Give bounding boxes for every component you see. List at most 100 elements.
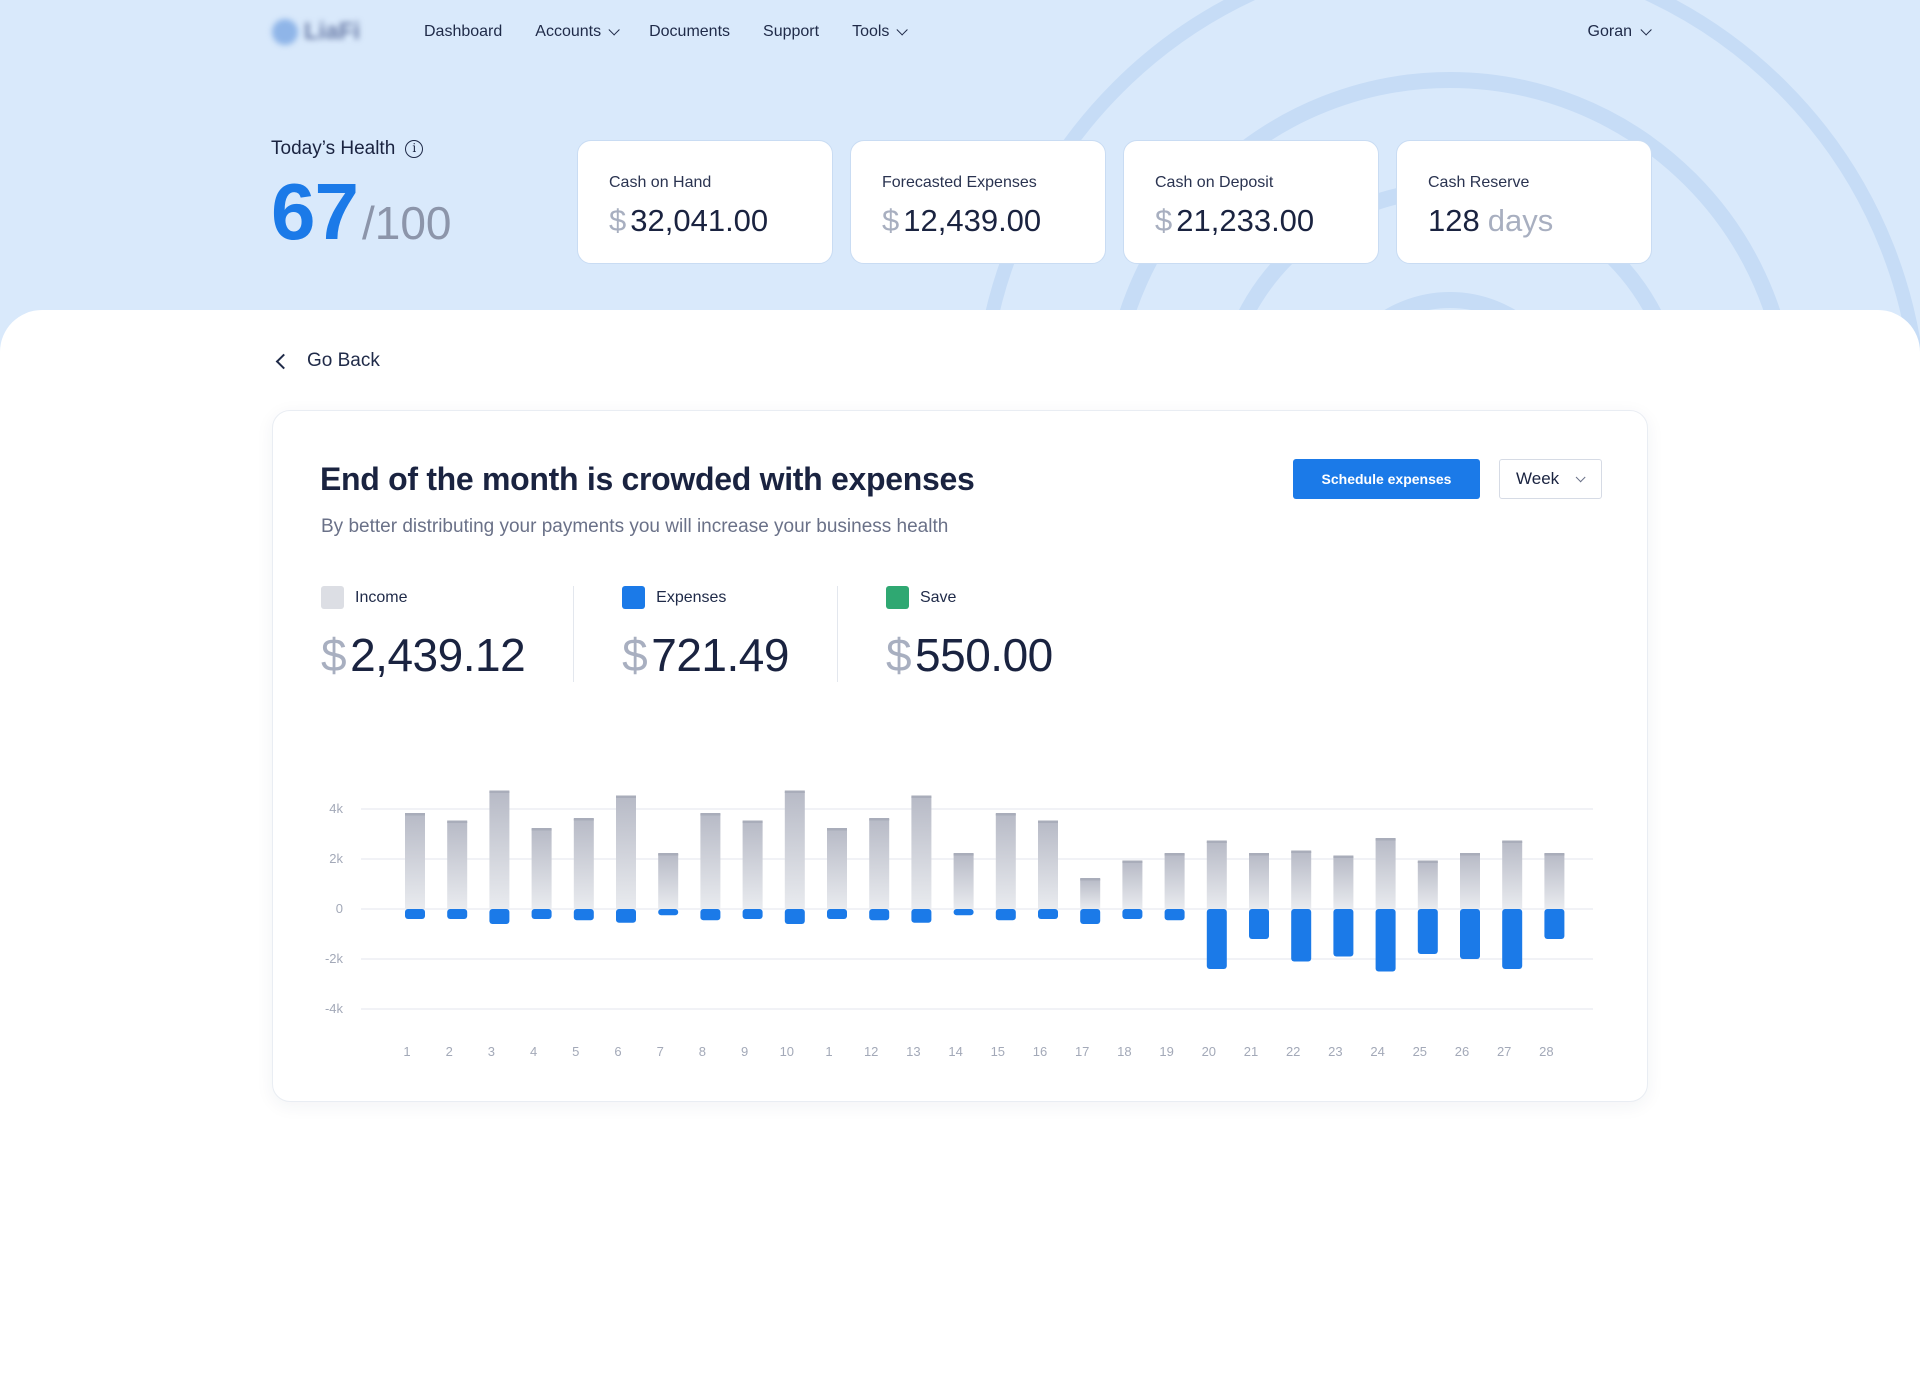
save-swatch [885, 586, 909, 609]
card-cash-on-deposit[interactable]: Cash on Deposit $21,233.00 [1123, 140, 1379, 264]
income-bar-cap [700, 813, 721, 816]
x-tick-label: 18 [1117, 1044, 1131, 1059]
x-tick-label: 25 [1413, 1044, 1427, 1059]
health-score-max: /100 [361, 197, 452, 249]
info-icon[interactable]: i [405, 140, 424, 158]
income-bar [784, 791, 805, 909]
income-bar-cap [658, 853, 679, 856]
expense-bar [827, 909, 847, 919]
nav-item-tools[interactable]: Tools [852, 23, 909, 41]
card-amount: 128 [1428, 203, 1480, 238]
x-tick-label: 16 [1033, 1044, 1047, 1059]
income-bar [1038, 821, 1058, 909]
chevron-down-icon [1575, 471, 1586, 482]
income-bar-cap [405, 813, 425, 816]
income-bar [1417, 861, 1438, 909]
income-bar [1333, 856, 1354, 909]
income-bar-cap [784, 790, 805, 793]
x-tick-label: 7 [657, 1044, 664, 1059]
expense-bar [1206, 909, 1227, 969]
income-bar [742, 821, 763, 909]
x-tick-label: 8 [699, 1044, 706, 1059]
card-label: Cash Reserve [1428, 174, 1530, 191]
income-bar [658, 854, 679, 909]
income-bar-cap [827, 828, 847, 831]
card-cash-reserve[interactable]: Cash Reserve 128 days [1396, 140, 1652, 264]
nav-item-dashboard[interactable]: Dashboard [424, 23, 502, 41]
nav-item-documents[interactable]: Documents [649, 23, 730, 41]
nav-item-label: Tools [852, 23, 890, 40]
currency-symbol: $ [622, 629, 648, 681]
income-bar-cap [447, 820, 468, 823]
expense-bar [1122, 909, 1143, 919]
income-bar-cap [1206, 840, 1227, 843]
stat-label-row: Income [321, 586, 525, 609]
x-tick-label: 20 [1202, 1044, 1216, 1059]
nav-item-accounts[interactable]: Accounts [535, 23, 620, 41]
x-tick-label: 12 [864, 1044, 878, 1059]
x-tick-label: 26 [1455, 1044, 1469, 1059]
top-nav: LiaFi Dashboard Accounts Documents Suppo… [272, 0, 1652, 64]
expense-bar [1038, 909, 1058, 919]
income-bar-cap [1544, 853, 1565, 856]
income-bar-cap [489, 790, 510, 793]
x-tick-label: 6 [614, 1044, 621, 1059]
panel-title: End of the month is crowded with expense… [320, 461, 975, 497]
expense-bar [447, 909, 468, 919]
income-bar-cap [1249, 853, 1269, 856]
x-tick-label: 15 [991, 1044, 1005, 1059]
expense-bar [1291, 909, 1312, 962]
nav-item-label: Accounts [535, 23, 602, 40]
health-score-block: Today’s Health i 67 /100 [271, 138, 452, 252]
stat-value: $550.00 [886, 628, 1053, 682]
x-tick-label: 2 [446, 1044, 453, 1059]
y-tick-label: 4k [329, 801, 343, 816]
expense-bar [616, 909, 636, 923]
income-bar-cap [616, 795, 636, 798]
card-amount: 12,439.00 [903, 203, 1042, 238]
x-tick-label: 24 [1370, 1044, 1384, 1059]
income-bar [489, 791, 510, 909]
schedule-expenses-button[interactable]: Schedule expenses [1293, 459, 1480, 499]
card-cash-on-hand[interactable]: Cash on Hand $32,041.00 [577, 140, 833, 264]
currency-symbol: $ [609, 203, 627, 238]
summary-cards: Cash on Hand $32,041.00 Forecasted Expen… [577, 140, 1652, 264]
expense-bar [1460, 909, 1480, 959]
logo[interactable]: LiaFi [272, 18, 380, 46]
stat-value: $721.49 [622, 628, 789, 682]
chevron-left-icon [275, 353, 292, 369]
period-select[interactable]: Week [1499, 459, 1602, 499]
stat-save: Save $550.00 [885, 586, 1101, 682]
card-amount: 32,041.00 [630, 203, 769, 238]
stat-label-row: Save [885, 586, 1053, 609]
income-bar [447, 821, 468, 909]
expense-bar [1333, 909, 1354, 957]
income-swatch [321, 586, 344, 609]
stat-label: Save [919, 588, 957, 606]
income-bar [531, 829, 552, 909]
user-name: Goran [1587, 23, 1632, 40]
x-tick-label: 10 [780, 1044, 794, 1059]
stat-amount: 2,439.12 [350, 629, 526, 681]
logo-text: LiaFi [304, 18, 361, 45]
stat-income: Income $2,439.12 [321, 586, 575, 682]
income-bar-cap [531, 828, 552, 831]
income-bar-cap [1291, 850, 1312, 853]
stat-amount: 721.49 [651, 629, 789, 681]
income-bar-cap [742, 820, 763, 823]
health-label-row: Today’s Health i [271, 138, 452, 160]
user-menu[interactable]: Goran [1587, 23, 1652, 41]
chevron-down-icon [896, 24, 909, 36]
expense-bar [405, 909, 425, 919]
income-bar [1502, 841, 1523, 909]
income-bar [995, 814, 1016, 909]
nav-item-label: Documents [649, 23, 731, 40]
card-forecasted-expenses[interactable]: Forecasted Expenses $12,439.00 [850, 140, 1106, 264]
nav-item-support[interactable]: Support [763, 23, 819, 41]
income-bar-cap [1460, 853, 1480, 856]
expenses-swatch [622, 586, 646, 609]
go-back-link[interactable]: Go Back [272, 350, 380, 372]
y-tick-label: 2k [329, 851, 343, 866]
